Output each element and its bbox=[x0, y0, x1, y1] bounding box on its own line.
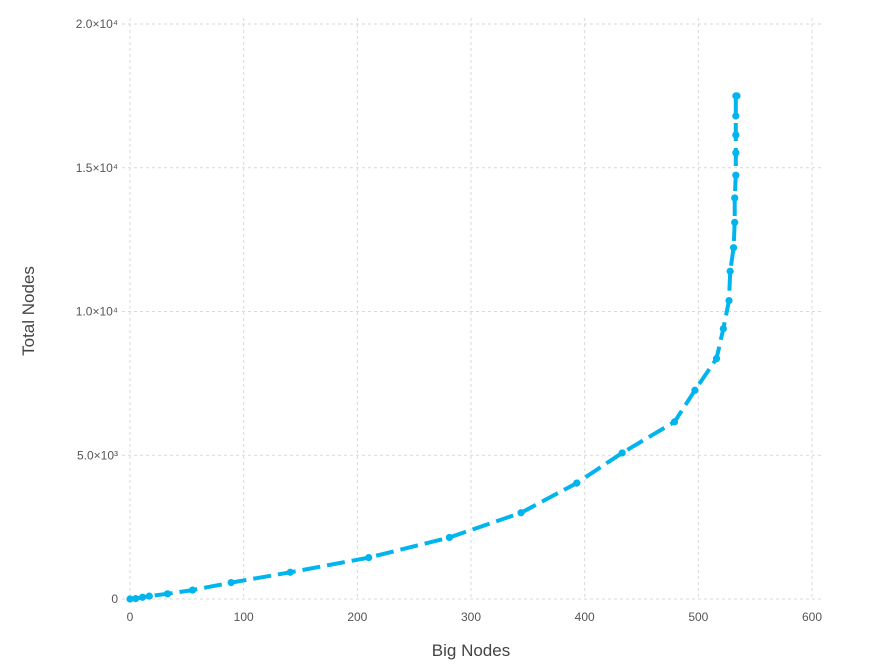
data-point bbox=[731, 218, 739, 226]
data-point bbox=[732, 171, 740, 179]
data-point bbox=[365, 554, 373, 562]
data-point bbox=[733, 92, 741, 100]
data-point bbox=[732, 149, 740, 157]
x-axis-title: Big Nodes bbox=[432, 641, 510, 660]
data-point bbox=[145, 592, 153, 600]
data-point bbox=[732, 112, 740, 120]
data-point bbox=[670, 418, 679, 426]
gridlines bbox=[122, 18, 822, 600]
data-point bbox=[618, 449, 626, 457]
axis-ticks: 0 100 200 300 400 500 600 0 5.0×10³ 1.0×10⁴ 1.5×10… bbox=[76, 17, 823, 624]
data-point bbox=[691, 386, 699, 394]
data-point bbox=[731, 194, 739, 202]
data-point bbox=[712, 355, 721, 363]
x-tick-label: 300 bbox=[461, 610, 481, 624]
y-tick-label: 5.0×10³ bbox=[77, 448, 118, 462]
x-tick-label: 200 bbox=[347, 610, 367, 624]
data-point bbox=[732, 131, 740, 139]
data-point bbox=[445, 533, 454, 542]
x-tick-label: 500 bbox=[688, 610, 708, 624]
data-point bbox=[126, 595, 134, 603]
data-series bbox=[126, 92, 741, 603]
data-point bbox=[188, 586, 197, 594]
data-point bbox=[719, 325, 727, 333]
series-line bbox=[129, 93, 738, 601]
x-tick-label: 600 bbox=[802, 610, 822, 624]
y-tick-label: 2.0×10⁴ bbox=[76, 17, 118, 31]
x-tick-label: 0 bbox=[127, 610, 134, 624]
y-tick-label: 0 bbox=[111, 592, 118, 606]
data-point bbox=[726, 267, 734, 275]
data-point bbox=[163, 590, 172, 598]
y-tick-label: 1.0×10⁴ bbox=[76, 305, 118, 319]
data-point bbox=[517, 509, 525, 517]
data-point bbox=[573, 479, 581, 487]
y-axis-title: Total Nodes bbox=[19, 266, 38, 356]
data-point bbox=[729, 244, 738, 252]
data-point bbox=[286, 568, 294, 576]
data-point bbox=[132, 595, 140, 603]
x-tick-label: 100 bbox=[234, 610, 254, 624]
data-point bbox=[138, 593, 147, 601]
data-point bbox=[227, 579, 235, 587]
x-tick-label: 400 bbox=[575, 610, 595, 624]
data-point bbox=[725, 296, 733, 305]
y-tick-label: 1.5×10⁴ bbox=[76, 161, 118, 175]
